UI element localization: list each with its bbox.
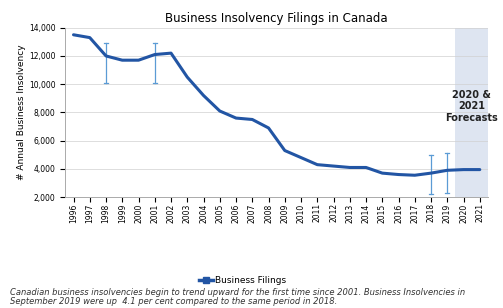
Text: 2020 &
2021
Forecasts: 2020 & 2021 Forecasts <box>445 90 498 123</box>
Text: September 2019 were up  4.1 per cent compared to the same period in 2018.: September 2019 were up 4.1 per cent comp… <box>10 298 338 306</box>
Legend: Business Filings: Business Filings <box>196 273 290 289</box>
Title: Business Insolvency Filings in Canada: Business Insolvency Filings in Canada <box>165 12 388 25</box>
Y-axis label: # Annual Business Insolvency: # Annual Business Insolvency <box>17 45 26 180</box>
Bar <box>455 28 488 197</box>
Text: Canadian business insolvencies begin to trend upward for the first time since 20: Canadian business insolvencies begin to … <box>10 288 465 297</box>
